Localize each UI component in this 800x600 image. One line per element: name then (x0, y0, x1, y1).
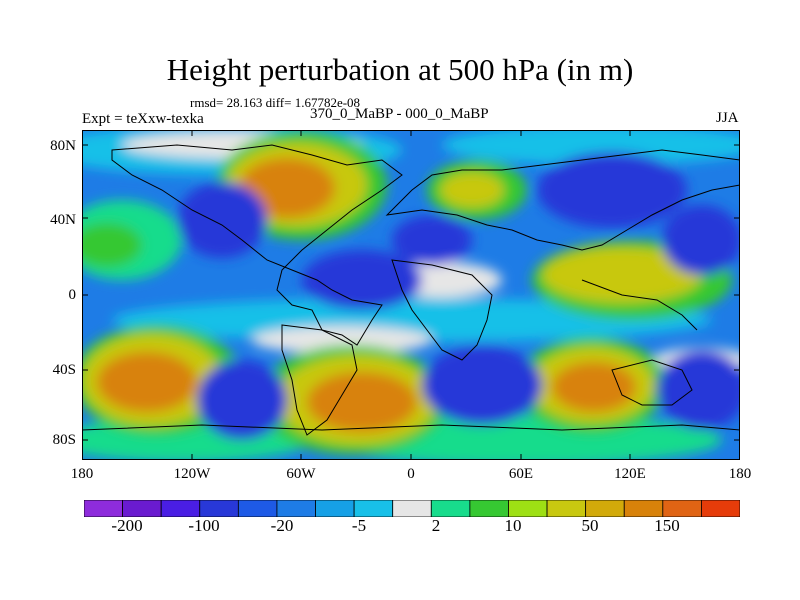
colorbar-swatch (315, 500, 355, 517)
lon-label-180e: 180 (728, 466, 752, 482)
colorbar-swatch (122, 500, 162, 517)
colorbar-swatches (84, 500, 740, 517)
contour-map (82, 130, 740, 460)
colorbar-label: 50 (581, 516, 599, 535)
colorbar-swatch (237, 500, 278, 517)
lon-label-120w: 120W (173, 466, 211, 482)
lat-label-80n: 80N (50, 138, 76, 154)
map-title: Height perturbation at 500 hPa (in m) (166, 52, 634, 87)
colorbar-swatch (508, 500, 548, 517)
lat-label-80s: 80S (52, 432, 76, 448)
colorbar-swatch (160, 500, 201, 517)
colorbar-swatch (199, 500, 239, 517)
field-blobs (82, 130, 740, 460)
colorbar-swatch (546, 500, 587, 517)
lat-label-40n: 40N (50, 212, 76, 228)
colorbar-swatch (701, 500, 740, 517)
colorbar-swatch (623, 500, 664, 517)
colorbar-swatch (662, 500, 702, 517)
tick-marks (82, 130, 740, 460)
lon-label-60e: 60E (508, 466, 534, 482)
colorbar-label: 2 (431, 516, 441, 535)
colorbar-swatch (430, 500, 471, 517)
colorbar-swatch (353, 500, 394, 517)
lon-label-180w: 180 (70, 466, 94, 482)
lon-label-120e: 120E (614, 466, 646, 482)
colorbar-swatch (84, 500, 123, 517)
lon-label-60w: 60W (286, 466, 316, 482)
colorbar-label: 150 (654, 516, 680, 535)
lat-label-40s: 40S (52, 362, 76, 378)
colorbar-swatch (276, 500, 316, 517)
lat-label-eq: 0 (68, 287, 77, 303)
colorbar-swatch (585, 500, 625, 517)
lon-label-0: 0 (407, 466, 415, 482)
colorbar-label: -200 (111, 516, 143, 535)
experiment-label: Expt = teXxw-texka (82, 111, 204, 127)
colorbar-swatch (392, 500, 432, 517)
map-panel (82, 130, 740, 460)
colorbar-label: -20 (270, 516, 294, 535)
season-label: JJA (716, 110, 739, 126)
coastlines (82, 144, 740, 436)
colorbar-label: 10 (504, 516, 522, 535)
colorbar-label: -5 (351, 516, 367, 535)
colorbar-label: -100 (188, 516, 220, 535)
colorbar-swatch (469, 500, 509, 517)
stats-line: rmsd= 28.163 diff= 1.67782e-08 (190, 95, 361, 110)
comparison-label: 370_0_MaBP - 000_0_MaBP (310, 106, 489, 122)
colorbar (84, 500, 740, 517)
